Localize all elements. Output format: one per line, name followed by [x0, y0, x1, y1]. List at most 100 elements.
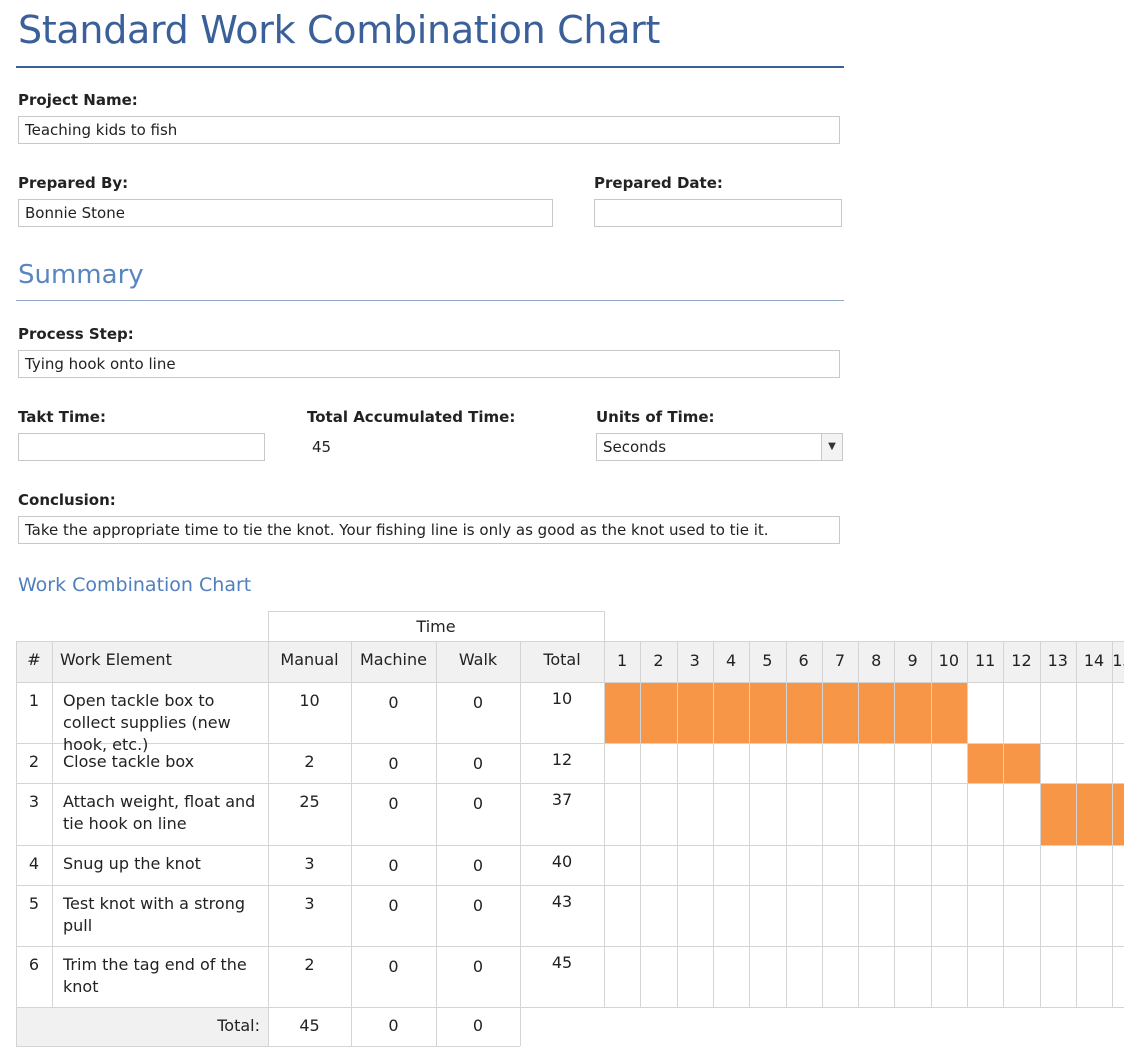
walk-time: 0	[472, 693, 484, 712]
chevron-down-icon[interactable]: ▼	[821, 434, 842, 460]
manual-time: 3	[304, 894, 315, 913]
time-unit-label: 4	[725, 651, 737, 670]
totals-label: Total:	[217, 1016, 260, 1035]
grid-line	[931, 641, 932, 1007]
takt-time-field[interactable]	[18, 433, 265, 461]
prepared-by-field[interactable]: Bonnie Stone	[18, 199, 553, 227]
grid-line	[16, 1046, 520, 1047]
totals-manual: 45	[299, 1016, 320, 1035]
grid-line	[1040, 641, 1041, 1007]
page-title: Standard Work Combination Chart	[18, 8, 661, 52]
walk-time: 0	[472, 896, 484, 915]
grid-line	[268, 611, 269, 1046]
total-time: 45	[551, 953, 573, 972]
grid-line	[1003, 641, 1004, 1007]
time-unit-label: 9	[907, 651, 918, 670]
machine-time: 0	[388, 693, 399, 712]
time-unit-label: 6	[798, 651, 809, 670]
machine-time: 0	[388, 896, 399, 915]
machine-time: 0	[388, 754, 399, 773]
grid-line	[967, 641, 968, 1007]
totals-machine: 0	[388, 1016, 399, 1035]
work-element-text: Test knot with a strong pull	[63, 894, 245, 935]
takt-time-label: Takt Time:	[18, 408, 106, 426]
units-of-time-label: Units of Time:	[596, 408, 715, 426]
header-work-element: Work Element	[60, 650, 172, 669]
walk-time: 0	[472, 856, 484, 875]
grid-line	[16, 682, 1124, 683]
grid-line	[16, 885, 1124, 886]
machine-time: 0	[388, 794, 399, 813]
grid-line	[894, 641, 895, 1007]
work-combination-chart-heading: Work Combination Chart	[18, 574, 252, 596]
manual-time: 10	[299, 691, 320, 710]
row-number: 2	[28, 752, 40, 771]
total-accumulated-time-value: 45	[312, 438, 332, 456]
title-divider	[16, 66, 844, 68]
prepared-by-label: Prepared By:	[18, 174, 129, 192]
time-unit-label: 7	[834, 651, 846, 670]
grid-line	[16, 1007, 1124, 1008]
work-element-text: Close tackle box	[63, 752, 195, 771]
grid-line	[16, 845, 1124, 846]
grid-line	[858, 641, 859, 1007]
grid-line	[749, 641, 750, 1007]
manual-time: 3	[304, 854, 315, 873]
walk-time: 0	[472, 957, 484, 976]
grid-line	[16, 641, 1124, 642]
manual-time: 2	[304, 955, 315, 974]
row-number: 6	[28, 955, 40, 974]
time-unit-label: 13	[1047, 651, 1068, 670]
grid-line	[52, 641, 53, 1007]
walk-time: 0	[472, 794, 484, 813]
units-of-time-select[interactable]: Seconds ▼	[596, 433, 843, 461]
time-unit-label: 1	[617, 651, 628, 670]
time-unit-label: 14	[1083, 651, 1105, 670]
grid-line	[677, 641, 678, 1007]
grid-line	[1112, 641, 1113, 1007]
grid-line	[268, 611, 604, 612]
grid-line	[16, 946, 1124, 947]
grid-line	[713, 641, 714, 1007]
row-number: 4	[28, 854, 40, 873]
work-element-text: Snug up the knot	[63, 854, 201, 873]
grid-line	[786, 641, 787, 1007]
time-bar	[604, 682, 967, 743]
total-time: 40	[551, 852, 573, 871]
time-unit-label: 11	[974, 651, 996, 670]
total-time: 10	[551, 689, 573, 708]
row-number: 5	[28, 894, 40, 913]
process-step-field[interactable]: Tying hook onto line	[18, 350, 840, 378]
time-unit-label: 8	[871, 651, 882, 670]
conclusion-field[interactable]: Take the appropriate time to tie the kno…	[18, 516, 840, 544]
time-unit-label: 3	[689, 651, 700, 670]
work-element-text: Attach weight, float and tie hook on lin…	[63, 792, 256, 833]
units-of-time-value: Seconds	[603, 438, 667, 456]
conclusion-label: Conclusion:	[18, 491, 116, 509]
total-time: 43	[551, 892, 573, 911]
work-element-text: Trim the tag end of the knot	[63, 955, 247, 996]
row-number: 1	[28, 691, 40, 710]
process-step-label: Process Step:	[18, 325, 134, 343]
manual-time: 25	[299, 792, 320, 811]
time-unit-label: 5	[762, 651, 773, 670]
time-group-header: Time	[416, 617, 456, 636]
work-element-text: Open tackle box to collect supplies (new…	[63, 691, 231, 754]
time-unit-label: 10	[938, 651, 960, 670]
walk-time: 0	[472, 754, 484, 773]
total-accumulated-time-label: Total Accumulated Time:	[307, 408, 516, 426]
time-bar	[967, 743, 1040, 783]
project-name-label: Project Name:	[18, 91, 138, 109]
grid-line	[822, 641, 823, 1007]
grid-line	[640, 641, 641, 1007]
header-num: #	[27, 650, 41, 669]
header-total: Total	[543, 650, 581, 669]
prepared-date-field[interactable]	[594, 199, 842, 227]
header-walk: Walk	[458, 650, 498, 669]
project-name-field[interactable]: Teaching kids to fish	[18, 116, 840, 144]
prepared-date-label: Prepared Date:	[594, 174, 723, 192]
total-time: 37	[551, 790, 573, 809]
summary-divider	[16, 300, 844, 301]
time-bar	[1039, 783, 1124, 845]
total-time: 12	[551, 750, 573, 769]
